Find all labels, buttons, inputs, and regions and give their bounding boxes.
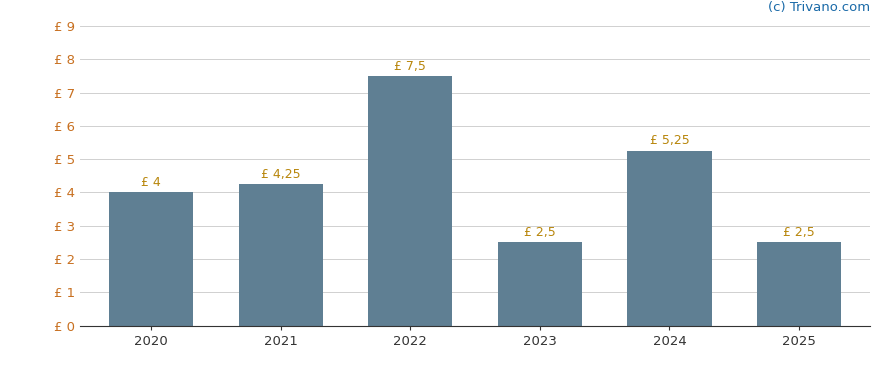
Bar [498,242,582,326]
Text: (c) Trivano.com: (c) Trivano.com [768,1,870,14]
Bar [239,184,323,326]
Text: £ 2,5: £ 2,5 [524,226,556,239]
Text: £ 4: £ 4 [141,176,161,189]
Bar [369,76,452,326]
Bar [109,192,194,326]
Text: £ 2,5: £ 2,5 [783,226,815,239]
Bar [627,151,711,326]
Text: £ 4,25: £ 4,25 [261,168,300,181]
Text: £ 5,25: £ 5,25 [649,134,689,147]
Bar [757,242,841,326]
Text: £ 7,5: £ 7,5 [394,60,426,73]
